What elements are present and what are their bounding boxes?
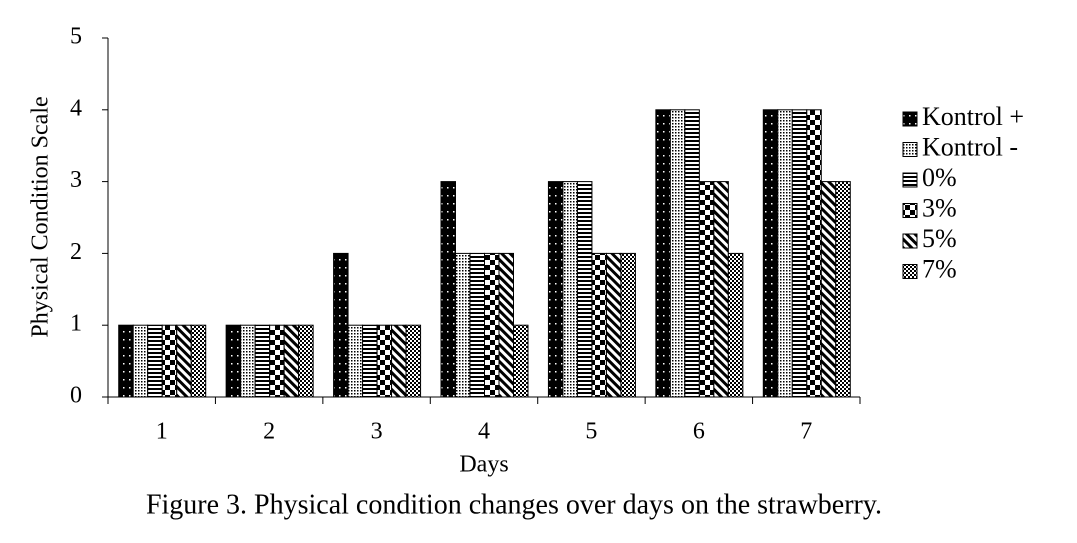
bar: [620, 252, 636, 398]
bar: [791, 109, 808, 398]
bar: [347, 324, 364, 398]
bar: [283, 324, 300, 398]
bar: [469, 252, 485, 398]
y-axis-title: Physical Condition Scale: [28, 96, 54, 337]
y-tick-label: 1: [70, 311, 82, 337]
x-tick-label: 3: [371, 419, 383, 445]
legend-swatch: [902, 142, 918, 157]
bar: [547, 181, 564, 398]
bar: [669, 109, 686, 398]
legend-label: 0%: [922, 163, 957, 192]
bar: [498, 252, 514, 398]
bar: [190, 324, 207, 398]
y-tick-label: 0: [70, 383, 82, 409]
bar: [254, 324, 271, 398]
bar: [777, 109, 793, 398]
bar: [161, 324, 178, 398]
y-tick-label: 3: [70, 167, 82, 193]
bar: [405, 324, 422, 398]
x-tick-label: 2: [263, 419, 275, 445]
bar: [655, 109, 671, 398]
legend-label: 7%: [922, 254, 957, 283]
bar: [576, 181, 593, 398]
x-tick-label: 6: [693, 419, 705, 445]
bar: [698, 181, 715, 398]
legend-swatch: [902, 203, 918, 218]
bar: [269, 324, 285, 398]
bar: [376, 324, 393, 398]
legend-swatch: [902, 264, 918, 279]
legend-swatch: [902, 233, 918, 249]
bar: [298, 324, 314, 398]
bar: [591, 252, 607, 398]
bar: [440, 181, 456, 398]
legend-label: Kontrol +: [922, 102, 1024, 131]
legend-label: 5%: [922, 224, 957, 253]
bar: [391, 324, 407, 398]
bar: [240, 324, 256, 398]
bar: [484, 252, 500, 398]
bar: [132, 324, 149, 398]
bar: [333, 252, 349, 398]
bar: [147, 324, 163, 398]
bar: [362, 324, 378, 398]
bar: [176, 324, 192, 398]
bar: [806, 109, 822, 398]
bar: [713, 181, 729, 398]
x-tick-label: 4: [478, 419, 490, 445]
bar: [820, 181, 837, 398]
bar: [684, 109, 700, 398]
x-axis-title: Days: [459, 452, 508, 478]
bar: [605, 252, 622, 398]
y-tick-label: 4: [70, 95, 82, 121]
bar: [455, 252, 471, 398]
y-tick-label: 5: [70, 24, 82, 50]
bar: [118, 324, 134, 398]
legend-swatch: [902, 111, 918, 127]
x-tick-label: 1: [156, 419, 168, 445]
x-tick-label: 5: [585, 419, 597, 445]
bar: [562, 181, 578, 398]
legend-label: 3%: [922, 193, 957, 222]
legend-label: Kontrol -: [922, 132, 1018, 161]
bar: [727, 252, 744, 398]
legend-swatch: [902, 172, 918, 188]
bar: [762, 109, 779, 398]
bar: [225, 324, 242, 398]
y-tick-label: 2: [70, 239, 82, 265]
x-tick-label: 7: [800, 419, 812, 445]
caption: Figure 3. Physical condition changes ove…: [146, 489, 882, 520]
bar: [835, 181, 851, 398]
bar: [513, 324, 529, 398]
